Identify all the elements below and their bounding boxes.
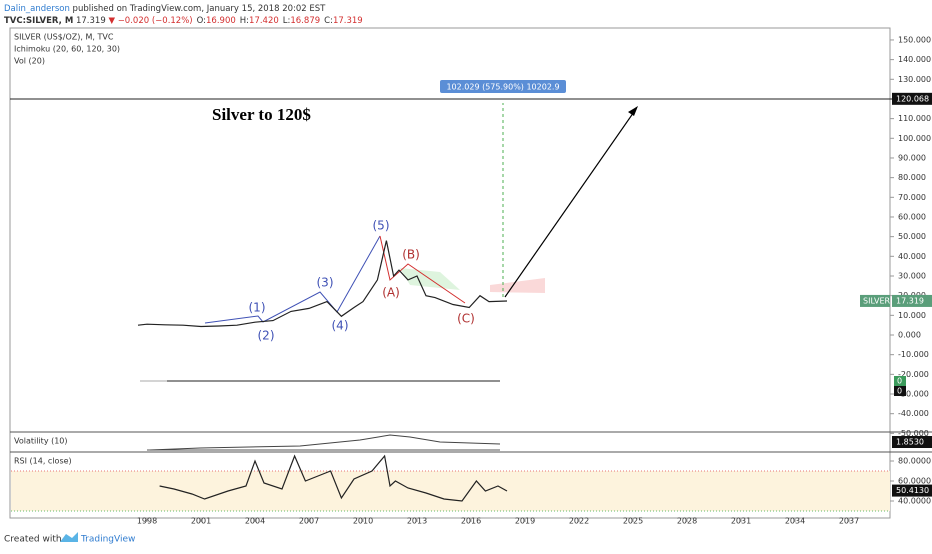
x-axis: 1998 2001 2004 2007 2010 2013 2016 2019 2022 2025… [137,517,859,526]
x-tick-label: 1998 [137,517,157,526]
x-tick-label: 2025 [623,517,643,526]
vol-label: 1.8530 [896,438,924,447]
last-label: 17.319 [896,296,924,305]
x-tick-label: 2028 [677,517,697,526]
x-tick-label: 2004 [245,517,265,526]
arrow-line [504,108,637,298]
published: published on TradingView.com, January 15… [70,4,326,14]
author[interactable]: Dalin_anderson [4,4,70,14]
price-tick-label: 130.000 [898,75,931,84]
rsi-tick-label: 40.0000 [898,497,931,506]
price-tick-label: 50.000 [898,232,926,241]
rsi-tick-label: 60.0000 [898,477,931,486]
measure-label: 102.029 (575.90%) 10202.9 [446,83,559,92]
price-tick-label: 60.000 [898,212,926,221]
legend: SILVER (US$/OZ), M, TVC [14,33,114,42]
measure-box [440,80,566,93]
vol-label-bg [892,436,932,448]
arrow: ▼ [108,16,115,26]
logo [60,532,78,542]
rsi-tick-label: 80.0000 [898,457,931,466]
symbol-tag [860,294,890,307]
symbol-line: TVC:SILVER, M 17.319 ▼ −0.020 (−0.12%) O:… [4,16,363,26]
symbol: TVC:SILVER, M [4,16,73,26]
zero-label: 0 [897,377,902,386]
pane-title: Volatility (10) [14,437,68,446]
target-label-bg [892,92,932,105]
price-tick-label: 100.000 [898,134,931,143]
x-tick-label: 2001 [191,517,211,526]
wave-label: (3) [317,276,334,290]
price-tick-label: 0.000 [898,331,921,340]
ohlc-key: O: [197,16,206,26]
wave-lines [379,235,466,304]
wave-lines [204,235,381,324]
price-tick-label: 40.000 [898,252,926,261]
ohlc-value: 17.319 [333,16,363,26]
price-tick-label: -50.000 [898,429,929,438]
last: 17.319 [76,16,106,26]
target-label: 120.068 [896,94,929,103]
x-tick-label: 2013 [407,517,427,526]
price-tick-label: 30.000 [898,271,926,280]
rsi-label-bg [892,484,932,497]
pane-title: RSI (14, close) [14,457,72,466]
zero-bg [894,376,906,386]
x-tick-label: 2034 [785,517,805,526]
price-tick-label: -10.000 [898,350,929,359]
price-tick-label: 150.000 [898,35,931,44]
price-tick-label: -40.000 [898,409,929,418]
price-tick-label: 90.000 [898,153,926,162]
price-tick-label: 80.000 [898,173,926,182]
x-tick-label: 2007 [299,517,319,526]
header-line: Dalin_anderson published on TradingView.… [4,4,326,14]
x-tick-label: 2019 [515,517,535,526]
x-tick-label: 2031 [731,517,751,526]
price-line [137,240,508,328]
wave-label: (B) [402,248,420,262]
price-tick-label: -30.000 [898,390,929,399]
rsi-line [159,454,508,502]
price-tick-label: 70.000 [898,193,926,202]
title: Silver to 120$ [212,105,311,124]
zero-bg [894,386,906,396]
price-tick-label: 10.000 [898,311,926,320]
ohlc-value: 17.420 [249,16,279,26]
arrow-head [628,106,638,116]
x-tick-label: 2010 [353,517,373,526]
wave-label: (2) [258,329,275,343]
footer-created: Created with [4,535,62,545]
wave-label: (1) [249,301,266,315]
ohlc-key: C: [324,16,333,26]
change: −0.020 (−0.12%) [118,16,193,26]
symbol-label: SILVER [863,296,891,305]
volatility-line [149,434,501,451]
ohlc-value: 16.879 [290,16,320,26]
footer-brand: TradingView [80,535,135,545]
wave-label: (5) [373,219,390,233]
zero-label: 0 [897,387,902,396]
price-tick-label: 110.000 [898,114,931,123]
rsi-band [11,471,890,511]
ohlc-key: H: [240,16,249,26]
price-tick-label: 140.000 [898,55,931,64]
ohlc-value: 16.900 [206,16,236,26]
price-tick-label: -20.000 [898,370,929,379]
last-label-bg [892,294,932,307]
legend: Ichimoku (20, 60, 120, 30) [14,45,120,54]
x-tick-label: 2022 [569,517,589,526]
ohlc-key: L: [283,16,291,26]
x-tick-label: 2016 [461,517,481,526]
wave-label: (A) [382,286,400,300]
x-tick-label: 2037 [839,517,859,526]
wave-label: (4) [332,319,349,333]
cloud [490,278,545,293]
wave-label: (C) [457,312,475,326]
rsi-label: 50.4130 [896,486,929,495]
legend: Vol (20) [14,57,45,66]
